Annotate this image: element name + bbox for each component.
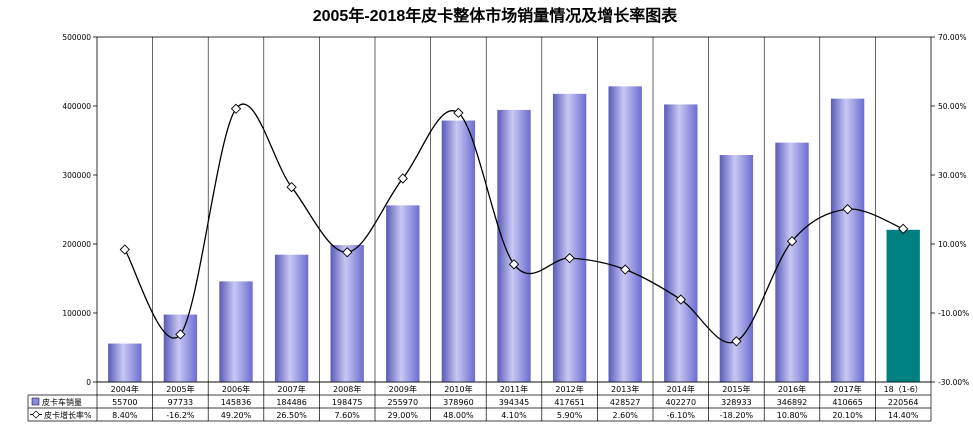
- growth-line: [124, 103, 904, 344]
- data-label-growth: 8.40%: [112, 411, 138, 420]
- growth-point: [397, 173, 408, 184]
- bar: [386, 205, 420, 382]
- x-tick-label: 2006年: [222, 384, 250, 394]
- bar: [219, 281, 253, 382]
- legend-key-marker: [32, 410, 40, 419]
- data-label-sales: 394345: [499, 398, 530, 407]
- x-tick-label: 2009年: [389, 384, 417, 394]
- growth-point: [453, 107, 464, 119]
- data-table: 2004年 2005年 2006年 2007年 2008年 2009年 2010年 2011年…: [27, 381, 932, 422]
- x-tick-label: 2014年: [667, 384, 695, 394]
- data-label-growth: 14.40%: [888, 411, 919, 420]
- y-right-tick-label: 70.00%: [938, 33, 967, 42]
- data-label-sales: 378960: [443, 398, 474, 407]
- x-tick-label: 2007年: [277, 384, 305, 394]
- x-tick-label: 2011年: [500, 384, 528, 394]
- legend-label-growth: 皮卡增长率%: [44, 410, 92, 420]
- plot-area: 0 100000 200000 300000 400000 500000 -30.00% -1…: [62, 33, 969, 387]
- bar: [163, 314, 198, 382]
- chart-title: 2005年-2018年皮卡整体市场销量情况及增长率图表: [313, 6, 679, 25]
- data-label-growth: 20.10%: [832, 411, 863, 420]
- data-label-growth: 7.60%: [334, 411, 360, 420]
- bar: [608, 86, 642, 382]
- bar: [775, 142, 809, 382]
- data-label-growth: 49.20%: [221, 411, 252, 420]
- x-tick-label: 2013年: [611, 384, 639, 394]
- x-tick-label: 2010年: [444, 384, 472, 394]
- data-label-sales: 220564: [888, 398, 919, 407]
- y-right-tick-label: 10.00%: [938, 240, 967, 249]
- bar: [330, 245, 364, 382]
- data-label-sales: 402270: [666, 398, 697, 407]
- y-right-tick-label: -30.00%: [938, 378, 969, 387]
- data-label-growth: 48.00%: [443, 411, 474, 420]
- data-label-sales: 97733: [168, 398, 193, 407]
- growth-point: [508, 259, 520, 270]
- data-label-sales: 346892: [777, 398, 808, 407]
- bar: [108, 343, 142, 382]
- data-label-sales: 417651: [554, 398, 585, 407]
- x-tick-label: 2005年: [166, 384, 194, 394]
- growth-point: [286, 181, 297, 193]
- x-tick-label: 2004年: [111, 384, 139, 394]
- data-label-sales: 428527: [610, 398, 641, 407]
- data-label-growth: 4.10%: [501, 411, 527, 420]
- data-label-sales: 410665: [832, 398, 863, 407]
- y-left-tick-label: 400000: [62, 102, 91, 111]
- data-label-sales: 255970: [388, 398, 419, 407]
- bar: [441, 120, 476, 382]
- y-right-tick-label: -10.00%: [938, 309, 969, 318]
- bar: [719, 155, 754, 382]
- data-label-sales: 55700: [112, 398, 137, 407]
- bar: [497, 109, 531, 382]
- x-tick-label: 2017年: [833, 384, 861, 394]
- growth-point: [119, 244, 130, 255]
- bar: [830, 98, 865, 383]
- growth-point: [731, 336, 742, 347]
- legend-label-sales: 皮卡车销量: [42, 397, 82, 407]
- data-label-sales: 145836: [221, 398, 252, 407]
- data-label-growth: 29.00%: [388, 411, 419, 420]
- legend-key-bar: [31, 397, 40, 406]
- growth-point: [620, 264, 631, 275]
- data-label-growth: -18.20%: [720, 411, 754, 420]
- data-label-growth: 10.80%: [777, 411, 808, 420]
- y-left-tick-label: 100000: [62, 309, 91, 318]
- data-label-growth: 26.50%: [276, 411, 307, 420]
- y-left-tick-label: 500000: [62, 33, 91, 42]
- data-label-growth: -6.10%: [667, 411, 696, 420]
- growth-point: [564, 253, 575, 264]
- data-label-sales: 184486: [276, 398, 307, 407]
- growth-point: [898, 223, 909, 234]
- x-tick-label: 2015年: [722, 384, 750, 394]
- data-label-growth: 5.90%: [557, 411, 583, 420]
- y-left-tick-label: 300000: [62, 171, 91, 180]
- y-left-tick-label: 0: [86, 378, 91, 387]
- data-label-sales: 328933: [721, 398, 752, 407]
- growth-point: [175, 329, 186, 340]
- growth-point: [675, 294, 686, 305]
- x-tick-label: 18（1-6）: [884, 385, 923, 394]
- x-tick-label: 2008年: [333, 384, 361, 394]
- data-label-growth: -16.2%: [166, 411, 195, 420]
- data-label-sales: 198475: [332, 398, 363, 407]
- y-left-tick-label: 200000: [62, 240, 91, 249]
- bar: [886, 229, 920, 382]
- growth-point: [342, 247, 353, 258]
- bar: [552, 93, 587, 383]
- growth-point: [842, 204, 853, 215]
- growth-point: [230, 103, 242, 114]
- y-right-tick-label: 30.00%: [938, 171, 967, 180]
- x-tick-label: 2016年: [778, 384, 806, 394]
- data-label-growth: 2.60%: [612, 411, 638, 420]
- bar: [274, 254, 309, 382]
- growth-point: [786, 236, 798, 247]
- x-tick-label: 2012年: [555, 384, 583, 394]
- y-right-tick-label: 50.00%: [938, 102, 967, 111]
- bar: [664, 104, 698, 382]
